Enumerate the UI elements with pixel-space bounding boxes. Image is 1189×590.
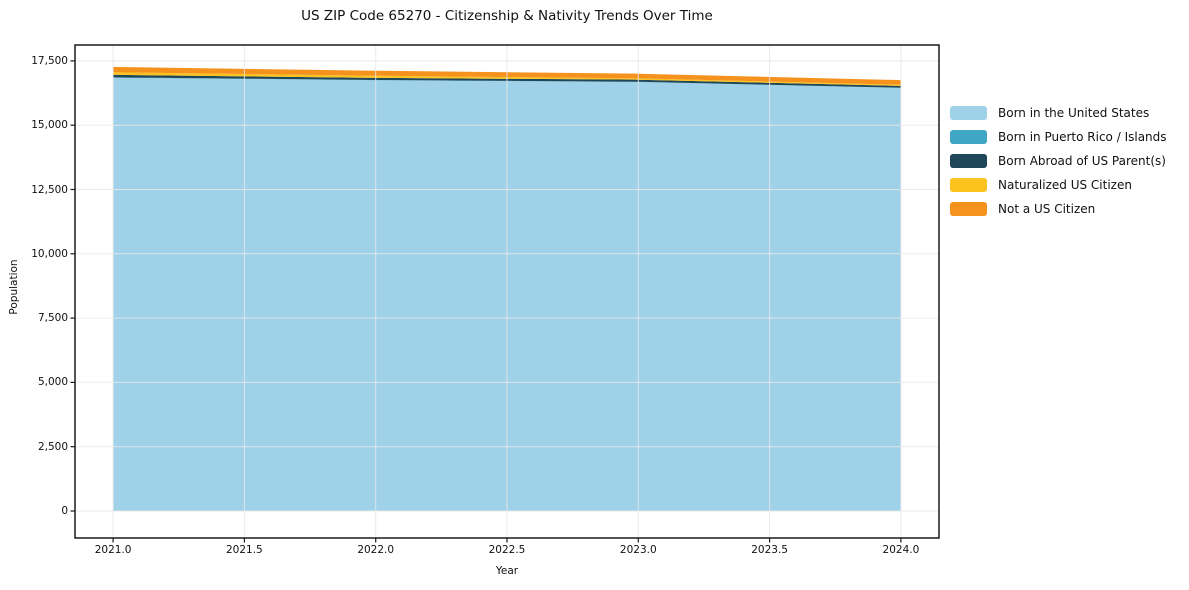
y-tick-label: 17,500	[31, 54, 68, 67]
legend: Born in the United States Born in Puerto …	[950, 101, 1167, 221]
legend-item-not-a-us-citizen: Not a US Citizen	[950, 197, 1167, 221]
y-axis-label: Population	[8, 259, 20, 315]
legend-label: Naturalized US Citizen	[998, 178, 1132, 192]
x-tick-label: 2023.5	[751, 544, 788, 556]
x-tick-label: 2024.0	[882, 544, 920, 556]
legend-item-born-in-puerto-rico-islands: Born in Puerto Rico / Islands	[950, 125, 1167, 149]
legend-item-naturalized-us-citizen: Naturalized US Citizen	[950, 173, 1167, 197]
legend-swatch	[950, 106, 987, 120]
area-naturalized-us-citizen	[113, 72, 901, 86]
y-tick-label: 0	[61, 504, 68, 517]
legend-item-born-in-the-united-states: Born in the United States	[950, 101, 1167, 125]
x-tick-label: 2021.5	[226, 544, 263, 556]
x-tick-label: 2022.5	[488, 544, 526, 556]
y-tick-label: 10,000	[31, 247, 68, 260]
x-axis-label: Year	[495, 565, 519, 577]
legend-label: Born in the United States	[998, 106, 1150, 120]
legend-item-born-abroad-of-us-parent-s: Born Abroad of US Parent(s)	[950, 149, 1167, 173]
y-tick-label: 7,500	[37, 312, 68, 325]
x-tick-label: 2021.0	[94, 544, 132, 556]
y-tick-label: 12,500	[31, 183, 68, 196]
area-born-abroad-of-us-parent-s	[113, 74, 901, 88]
y-tick-label: 5,000	[37, 376, 68, 389]
legend-label: Not a US Citizen	[998, 202, 1096, 216]
legend-swatch	[950, 154, 987, 168]
legend-label: Born in Puerto Rico / Islands	[998, 130, 1167, 144]
chart-title: US ZIP Code 65270 - Citizenship & Nativi…	[301, 8, 713, 24]
x-tick-label: 2022.0	[357, 544, 395, 556]
legend-swatch	[950, 130, 987, 144]
x-tick-label: 2023.0	[619, 544, 657, 556]
y-tick-label: 2,500	[37, 440, 68, 453]
y-tick-label: 15,000	[31, 119, 68, 132]
legend-label: Born Abroad of US Parent(s)	[998, 154, 1166, 168]
legend-swatch	[950, 178, 987, 192]
legend-swatch	[950, 202, 987, 216]
